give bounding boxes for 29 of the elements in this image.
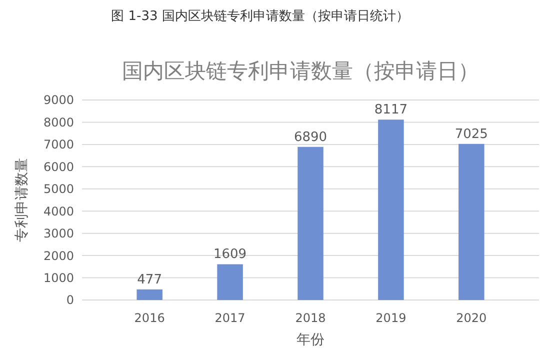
data-label: 8117 bbox=[374, 102, 408, 118]
data-label: 1609 bbox=[213, 247, 247, 262]
bar bbox=[298, 146, 324, 300]
y-tick-label: 7000 bbox=[43, 138, 74, 152]
bar bbox=[458, 144, 484, 300]
data-label: 477 bbox=[137, 272, 162, 288]
y-tick-label: 9000 bbox=[43, 93, 74, 108]
y-axis-title: 专利申请数量 bbox=[14, 158, 30, 242]
x-tick-label: 2019 bbox=[376, 311, 406, 325]
x-tick-label: 2016 bbox=[134, 311, 165, 325]
data-label: 7025 bbox=[454, 126, 488, 142]
bar bbox=[378, 120, 404, 300]
data-label: 6890 bbox=[294, 130, 328, 145]
y-tick-label: 1000 bbox=[43, 270, 74, 285]
y-tick-label: 2000 bbox=[43, 248, 74, 263]
chart-title: 国内区块链专利申请数量（按申请日） bbox=[122, 59, 479, 83]
y-tick-label: 8000 bbox=[43, 115, 74, 130]
y-tick-label: 6000 bbox=[43, 160, 74, 174]
y-tick-label: 5000 bbox=[43, 182, 74, 196]
x-tick-label: 2017 bbox=[214, 311, 246, 325]
x-tick-label: 2018 bbox=[295, 311, 326, 325]
y-tick-label: 3000 bbox=[43, 226, 74, 241]
bar bbox=[136, 289, 162, 300]
bar bbox=[217, 264, 243, 300]
y-tick-label: 4000 bbox=[43, 204, 74, 218]
x-axis-title: 年份 bbox=[296, 332, 324, 348]
x-tick-label: 2020 bbox=[456, 311, 487, 325]
chart-subtitle: 图 1-33 国内区块链专利申请数量（按申请日统计） bbox=[111, 9, 409, 24]
y-tick-label: 0 bbox=[66, 293, 74, 308]
